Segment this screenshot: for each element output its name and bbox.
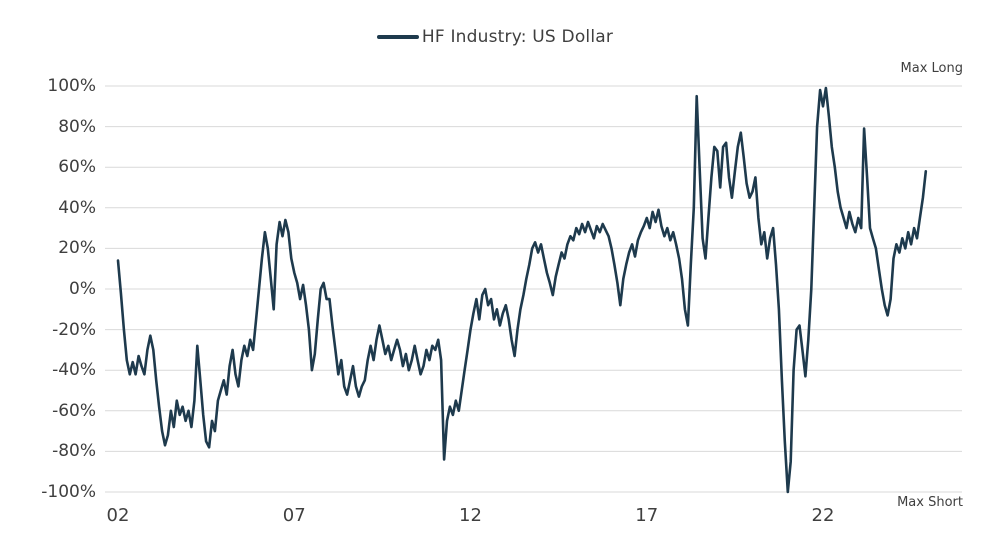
- x-tick-label: 12: [459, 505, 482, 526]
- y-tick-label: 40%: [58, 197, 96, 218]
- series-line: [116, 86, 928, 494]
- y-tick-label: 100%: [47, 76, 96, 96]
- legend: HF Industry: US Dollar: [0, 27, 990, 47]
- y-tick-label: -80%: [52, 441, 96, 462]
- y-tick-label: 60%: [58, 157, 96, 178]
- legend-line-swatch: [376, 35, 419, 39]
- max-short-label: Max Short: [897, 495, 963, 510]
- max-long-label: Max Long: [900, 61, 963, 76]
- y-tick-label: -60%: [52, 400, 96, 421]
- y-tick-label: -100%: [41, 481, 96, 502]
- y-axis: 100% 80% 60% 40% 20% 0% -20% -40% -60% -…: [0, 76, 96, 502]
- x-tick-label: 02: [106, 505, 130, 526]
- x-tick-label: 07: [282, 505, 306, 526]
- y-tick-label: 20%: [58, 238, 96, 259]
- y-tick-label: 80%: [58, 116, 96, 137]
- y-tick-label: -40%: [52, 360, 96, 381]
- x-tick-label: 22: [811, 505, 835, 526]
- y-tick-label: 0%: [69, 278, 96, 299]
- legend-label: HF Industry: US Dollar: [421, 27, 614, 47]
- x-tick-label: 17: [635, 505, 659, 526]
- y-tick-label: -20%: [52, 319, 96, 340]
